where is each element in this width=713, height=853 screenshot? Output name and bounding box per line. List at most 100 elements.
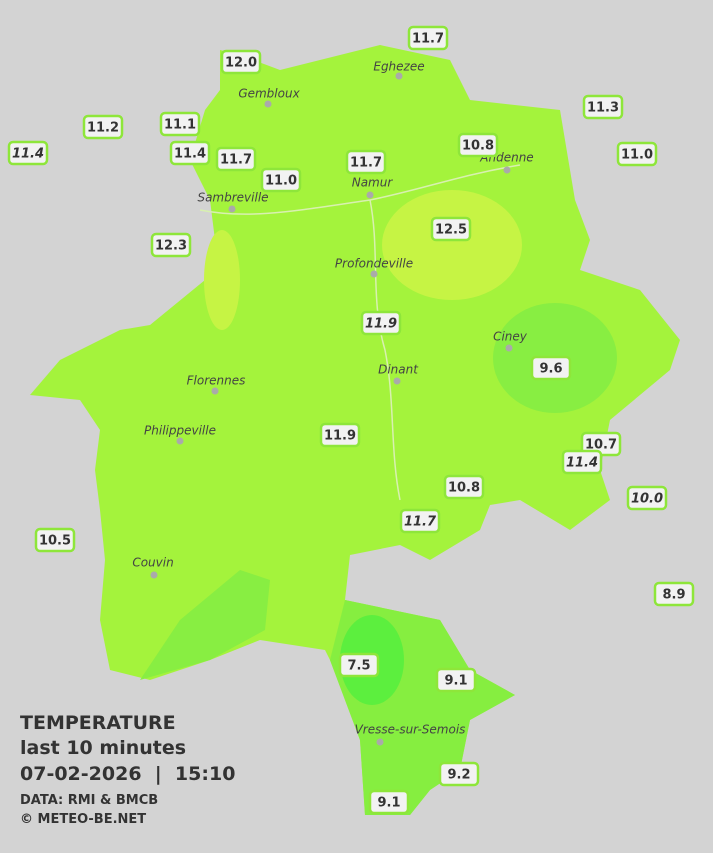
city-label: Couvin: [132, 556, 173, 570]
station-value: 10.7: [585, 438, 617, 453]
city-label: Philippeville: [144, 424, 216, 438]
station-box: [150, 232, 192, 258]
station-box: [345, 149, 387, 175]
station-value: 10.8: [462, 139, 494, 154]
station: 7.5: [338, 652, 380, 678]
station-value: 11.9: [365, 317, 397, 332]
station-box: [399, 508, 441, 534]
station-box: [169, 140, 211, 166]
station-box: [407, 25, 449, 51]
station: 8.9: [653, 581, 695, 607]
legend-datetime: 07-02-2026 | 15:10: [20, 763, 235, 785]
station-box: [360, 310, 402, 336]
station-value: 12.5: [435, 223, 467, 238]
station-value: 11.4: [174, 147, 206, 162]
station-value: 12.0: [225, 56, 257, 71]
city-label: Namur: [352, 176, 394, 190]
station-value: 10.5: [39, 534, 71, 549]
cool-zone: [140, 570, 270, 680]
station: 11.7: [399, 508, 441, 534]
station-value: 10.0: [631, 492, 663, 507]
legend: TEMPERATURE last 10 minutes 07-02-2026 |…: [20, 712, 235, 827]
station-box: [7, 140, 49, 166]
station-box: [368, 789, 410, 815]
stations: 12.0 11.7 11.3 11.2 11.1 11.4 11.4 11.7 11.0 11.7…: [7, 25, 695, 815]
station-value: 11.0: [621, 148, 653, 163]
station: 11.7: [407, 25, 449, 51]
station-value: 11.4: [12, 147, 44, 162]
station-value: 11.7: [220, 153, 252, 168]
river: [199, 164, 521, 501]
city-dot: [366, 191, 374, 199]
city-dot: [370, 270, 378, 278]
station-value: 10.8: [448, 481, 480, 496]
station: 9.2: [438, 761, 480, 787]
station-box: [34, 527, 76, 553]
station-value: 8.9: [662, 588, 685, 603]
station-box: [430, 216, 472, 242]
station-value: 11.3: [587, 101, 619, 116]
station: 9.6: [530, 355, 572, 381]
station-box: [435, 667, 477, 693]
city-label: Ciney: [493, 330, 528, 344]
station: 10.8: [443, 474, 485, 500]
station: 9.1: [368, 789, 410, 815]
city-dot: [150, 571, 158, 579]
city-label: Florennes: [187, 374, 246, 388]
station: 9.1: [435, 667, 477, 693]
legend-copyright: © METEO-BE.NET: [20, 812, 146, 827]
station: 11.0: [616, 141, 658, 167]
station-box: [457, 132, 499, 158]
station-value: 9.6: [539, 362, 562, 377]
station-value: 9.1: [444, 674, 467, 689]
station-value: 11.7: [350, 156, 382, 171]
city-dot: [211, 387, 219, 395]
station-value: 11.0: [265, 174, 297, 189]
station-value: 9.1: [377, 796, 400, 811]
city-label: Sambreville: [197, 191, 268, 205]
city-dot: [505, 344, 513, 352]
city-dot: [395, 72, 403, 80]
station-value: 11.7: [404, 515, 437, 530]
city-label: Vresse-sur-Semois: [355, 723, 466, 737]
station-box: [561, 449, 603, 475]
station: 10.7: [580, 431, 622, 457]
station-box: [443, 474, 485, 500]
station: 11.0: [260, 167, 302, 193]
station-value: 11.7: [412, 32, 444, 47]
station-box: [159, 111, 201, 137]
station: 11.2: [82, 114, 124, 140]
station-box: [215, 146, 257, 172]
station-box: [530, 355, 572, 381]
station-box: [82, 114, 124, 140]
warm-zone: [382, 190, 522, 300]
station: 12.3: [150, 232, 192, 258]
station-box: [616, 141, 658, 167]
station-value: 11.1: [164, 118, 196, 133]
station-box: [438, 761, 480, 787]
station: 11.4: [169, 140, 211, 166]
station: 12.5: [430, 216, 472, 242]
station-box: [319, 422, 361, 448]
station: 11.7: [345, 149, 387, 175]
city-dot: [503, 166, 511, 174]
station-box: [260, 167, 302, 193]
city-label: Gembloux: [238, 87, 300, 101]
city-dot: [264, 100, 272, 108]
station-box: [582, 94, 624, 120]
legend-source: DATA: RMI & BMCB: [20, 793, 158, 808]
station-value: 9.2: [447, 768, 470, 783]
station: 11.3: [582, 94, 624, 120]
city-dot: [228, 205, 236, 213]
city-label: Eghezee: [373, 60, 424, 74]
station: 11.1: [159, 111, 201, 137]
station-value: 12.3: [155, 239, 187, 254]
cities: Eghezee Gembloux Andenne Namur Sambrevil…: [132, 60, 534, 746]
station: 10.0: [626, 485, 668, 511]
warm-zone: [204, 230, 240, 330]
legend-subtitle: last 10 minutes: [20, 737, 186, 759]
station-box: [653, 581, 695, 607]
city-dot: [376, 738, 384, 746]
station: 11.7: [215, 146, 257, 172]
station: 11.9: [319, 422, 361, 448]
